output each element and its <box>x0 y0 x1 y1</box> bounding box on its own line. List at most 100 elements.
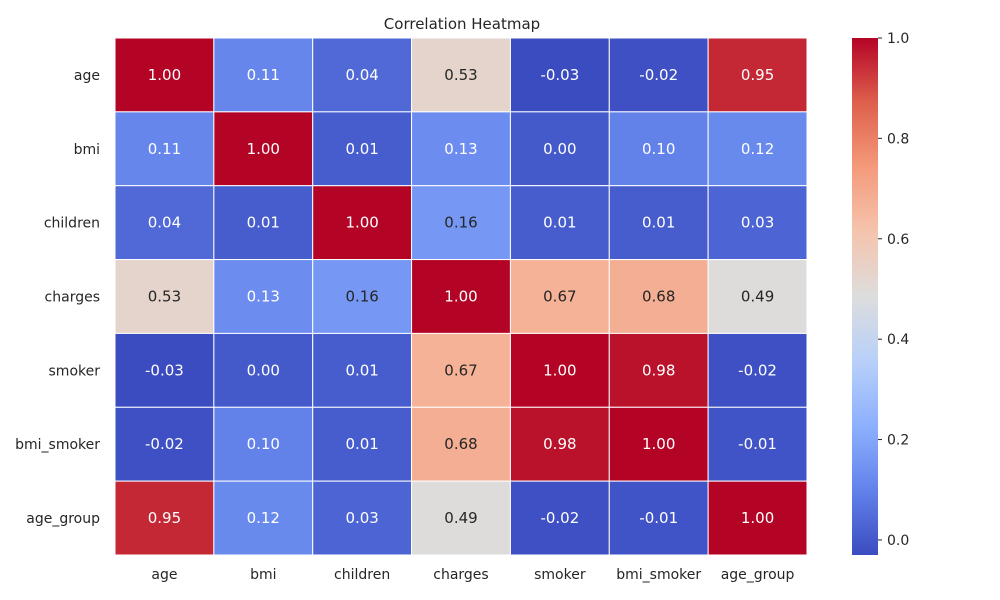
cell-value-label: 1.00 <box>247 140 280 158</box>
heatmap-cell <box>509 111 610 187</box>
cell-value-label: 0.10 <box>642 140 675 158</box>
cell-value-label: 0.98 <box>543 435 576 453</box>
heatmap-cell <box>213 406 314 482</box>
cell-value-label: 0.67 <box>543 288 576 306</box>
cell-value-label: 0.01 <box>345 435 378 453</box>
y-tick-label: smoker <box>49 363 101 379</box>
heatmap-cell <box>312 480 413 556</box>
x-tick-label: bmi <box>250 567 276 583</box>
cell-value-label: 0.12 <box>741 140 774 158</box>
cell-value-label: -0.02 <box>639 66 678 84</box>
cell-value-label: 0.11 <box>148 140 181 158</box>
cell-value-label: 0.11 <box>247 66 280 84</box>
cell-value-label: 0.10 <box>247 435 280 453</box>
x-tick-label: smoker <box>534 567 586 583</box>
heatmap-cell <box>213 259 314 334</box>
x-tick-label: bmi_smoker <box>616 567 701 583</box>
heatmap-cell <box>509 37 610 113</box>
cell-value-label: -0.01 <box>639 509 678 527</box>
cell-value-label: 1.00 <box>148 66 181 84</box>
y-tick-label: bmi <box>74 142 100 158</box>
heatmap-cell <box>114 111 215 187</box>
cell-value-label: 0.49 <box>444 509 477 527</box>
y-tick-label: children <box>44 216 100 232</box>
cell-value-label: -0.02 <box>145 435 184 453</box>
x-tick-label: charges <box>433 567 488 583</box>
cell-value-label: 0.12 <box>247 509 280 527</box>
heatmap-cell <box>608 185 709 261</box>
heatmap-cell <box>509 185 610 261</box>
heatmap-cell <box>411 406 511 482</box>
cell-value-label: 1.00 <box>741 509 774 527</box>
heatmap-cell <box>707 406 808 482</box>
cell-value-label: -0.02 <box>738 361 777 379</box>
cell-value-label: 0.95 <box>741 66 774 84</box>
cell-value-label: -0.03 <box>145 361 184 379</box>
cell-value-label: 0.04 <box>148 214 181 232</box>
colorbar-tick-label: 0.6 <box>887 232 909 248</box>
colorbar-tick-label: 0.8 <box>887 131 909 147</box>
cell-value-label: 0.01 <box>543 214 576 232</box>
heatmap-cell <box>114 37 215 113</box>
heatmap-cell <box>707 259 808 334</box>
colorbar-tick-label: 0.0 <box>887 533 909 549</box>
heatmap-cell <box>213 185 314 261</box>
chart-title: Correlation Heatmap <box>384 15 540 33</box>
y-tick-label: charges <box>45 290 100 306</box>
cell-value-label: 1.00 <box>543 361 576 379</box>
heatmap-cell <box>411 259 511 334</box>
heatmap-cell <box>707 185 808 261</box>
colorbar: 0.0 0.2 0.4 0.6 0.8 1.0 <box>852 31 909 555</box>
heatmap-cell <box>707 332 808 408</box>
y-tick-label: bmi_smoker <box>15 437 100 453</box>
cell-value-label: 0.13 <box>247 288 280 306</box>
heatmap-cell <box>608 111 709 187</box>
heatmap-cell <box>608 480 709 556</box>
heatmap-cell <box>608 259 709 334</box>
heatmap-cell <box>114 259 215 334</box>
heatmap-cells: 1.00 0.11 0.04 0.53 -0.03 -0.02 0.95 0.11 1.00 0.… <box>114 37 808 556</box>
x-tick-label: children <box>334 567 390 583</box>
colorbar-tick-label: 0.4 <box>887 332 909 348</box>
heatmap-cell <box>411 185 511 261</box>
cell-value-label: 0.01 <box>345 140 378 158</box>
y-tick-label: age_group <box>26 511 100 527</box>
cell-value-label: 0.01 <box>642 214 675 232</box>
y-tick-label: age <box>74 68 100 84</box>
cell-value-label: 1.00 <box>345 214 378 232</box>
colorbar-tick-label: 1.0 <box>887 31 909 47</box>
heatmap-cell <box>312 185 413 261</box>
heatmap-cell <box>114 406 215 482</box>
heatmap-cell <box>411 480 511 556</box>
cell-value-label: -0.03 <box>540 66 579 84</box>
cell-value-label: 0.68 <box>642 288 675 306</box>
heatmap-cell <box>114 332 215 408</box>
heatmap-cell <box>312 332 413 408</box>
heatmap-cell <box>707 480 808 556</box>
heatmap-cell <box>608 37 709 113</box>
cell-value-label: 0.49 <box>741 288 774 306</box>
cell-value-label: 0.16 <box>345 288 378 306</box>
cell-value-label: 0.00 <box>247 361 280 379</box>
cell-value-label: 0.13 <box>444 140 477 158</box>
cell-value-label: 0.95 <box>148 509 181 527</box>
cell-value-label: 0.53 <box>444 66 477 84</box>
colorbar-gradient <box>852 38 878 555</box>
cell-value-label: -0.02 <box>540 509 579 527</box>
heatmap-cell <box>312 37 413 113</box>
heatmap-cell <box>213 37 314 113</box>
cell-value-label: 0.04 <box>345 66 378 84</box>
cell-value-label: 1.00 <box>444 288 477 306</box>
heatmap-cell <box>509 406 610 482</box>
cell-value-label: 0.68 <box>444 435 477 453</box>
y-axis-tick-labels: age bmi children charges smoker bmi_smokerage… <box>15 68 100 527</box>
heatmap-cell <box>312 111 413 187</box>
colorbar-tick-label: 0.2 <box>887 433 909 449</box>
heatmap-cell <box>312 406 413 482</box>
heatmap-cell <box>114 480 215 556</box>
cell-value-label: 0.01 <box>345 361 378 379</box>
cell-value-label: 0.00 <box>543 140 576 158</box>
x-tick-label: age <box>151 567 177 583</box>
